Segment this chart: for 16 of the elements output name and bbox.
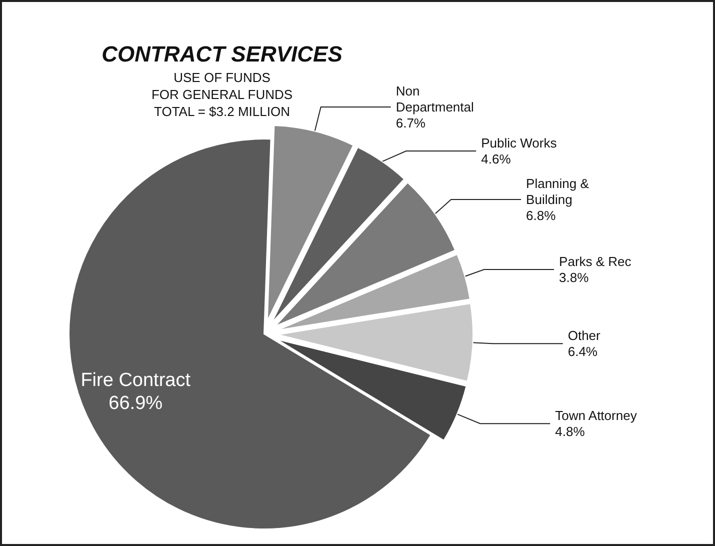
data-label: 6.7%	[396, 116, 426, 131]
data-label: 4.8%	[555, 424, 586, 440]
data-label: 6.8%	[526, 208, 556, 224]
slice-label: Public Works	[481, 136, 558, 151]
slice-label: Other	[568, 328, 602, 344]
data-label: 3.8%	[559, 270, 590, 285]
slice-label: Non Departmental	[396, 84, 474, 115]
slice-label: Town Attorney	[555, 408, 638, 424]
chart-title: CONTRACT SERVICES	[102, 42, 343, 66]
slice-label: Parks & Rec	[559, 254, 632, 269]
data-label: 4.6%	[481, 152, 512, 167]
slice-label: Fire Contract	[80, 370, 192, 391]
data-label: 6.4%	[568, 344, 598, 360]
slice-label: Planning & Building	[526, 176, 593, 208]
data-label: 66.9%	[108, 392, 163, 414]
chart-subtitle: USE OF FUNDS FOR GENERAL FUNDS TOTAL = $3.2 MILLION	[151, 70, 293, 119]
